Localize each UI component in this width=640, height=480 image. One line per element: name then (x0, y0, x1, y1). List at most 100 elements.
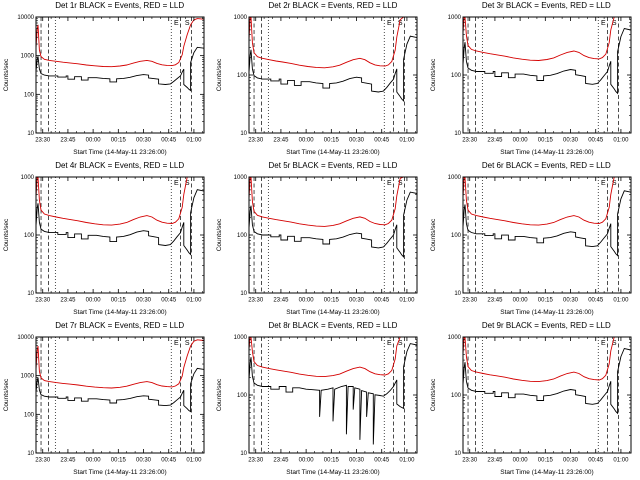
chart-panel: Det 7r BLACK = Events, RED = LLD E S 23:30… (0, 320, 213, 480)
panel-title: Det 7r BLACK = Events, RED = LLD (55, 321, 185, 330)
svg-text:23:45: 23:45 (487, 138, 503, 144)
svg-text:Counts/sec: Counts/sec (3, 378, 10, 411)
plot-det-4r: E S 23:30 23:45 00:00 00:15 00:30 00:45 01:00 10 1… (3, 175, 205, 316)
svg-text:1000: 1000 (447, 175, 461, 181)
plot-det-7r: E S 23:30 23:45 00:00 00:15 00:30 00:45 01:00 10 1… (3, 335, 205, 476)
svg-text:100: 100 (24, 92, 35, 98)
svg-text:00:15: 00:15 (324, 298, 340, 304)
svg-text:Start Time (14-May-11 23:26:00: Start Time (14-May-11 23:26:00) (73, 309, 166, 316)
svg-text:E: E (387, 20, 392, 27)
svg-text:S: S (185, 180, 190, 187)
panel-title: Det 9r BLACK = Events, RED = LLD (481, 321, 611, 330)
svg-text:100: 100 (24, 233, 35, 239)
svg-text:S: S (612, 180, 617, 187)
svg-text:23:30: 23:30 (35, 458, 51, 464)
svg-text:23:30: 23:30 (249, 138, 265, 144)
svg-text:S: S (612, 20, 617, 27)
plot-det-9r: E S 23:30 23:45 00:00 00:15 00:30 00:45 01:00 10 1… (430, 335, 632, 476)
svg-text:00:45: 00:45 (588, 298, 604, 304)
svg-text:00:15: 00:15 (111, 138, 127, 144)
svg-text:01:00: 01:00 (613, 138, 629, 144)
svg-text:S: S (185, 20, 190, 27)
svg-text:E: E (387, 340, 392, 347)
svg-text:23:45: 23:45 (274, 458, 290, 464)
svg-text:00:30: 00:30 (563, 298, 579, 304)
svg-text:01:00: 01:00 (613, 458, 629, 464)
svg-text:1000: 1000 (21, 374, 35, 380)
svg-text:10000: 10000 (17, 15, 34, 21)
chart-panel: Det 4r BLACK = Events, RED = LLD E S 23:30… (0, 160, 213, 320)
svg-text:1000: 1000 (21, 54, 35, 60)
svg-text:00:15: 00:15 (537, 138, 553, 144)
svg-text:100: 100 (237, 393, 248, 399)
svg-text:23:45: 23:45 (60, 298, 76, 304)
svg-text:1000: 1000 (447, 15, 461, 21)
svg-text:00:15: 00:15 (324, 138, 340, 144)
svg-text:1000: 1000 (234, 175, 248, 181)
svg-text:00:30: 00:30 (563, 138, 579, 144)
svg-text:10: 10 (27, 131, 34, 137)
svg-text:S: S (398, 340, 403, 347)
svg-text:01:00: 01:00 (400, 458, 416, 464)
svg-text:23:30: 23:30 (462, 138, 478, 144)
svg-text:1000: 1000 (234, 15, 248, 21)
svg-text:00:45: 00:45 (161, 458, 177, 464)
svg-text:00:45: 00:45 (375, 458, 391, 464)
svg-text:E: E (174, 340, 179, 347)
svg-text:23:45: 23:45 (274, 298, 290, 304)
svg-text:Start Time (14-May-11 23:26:00: Start Time (14-May-11 23:26:00) (500, 149, 593, 156)
svg-text:00:45: 00:45 (588, 138, 604, 144)
svg-text:00:45: 00:45 (375, 138, 391, 144)
svg-text:00:15: 00:15 (324, 458, 340, 464)
svg-text:Counts/sec: Counts/sec (3, 218, 10, 251)
svg-text:10: 10 (241, 131, 248, 137)
chart-panel: Det 8r BLACK = Events, RED = LLD E S 23:30… (213, 320, 426, 480)
panel-title: Det 8r BLACK = Events, RED = LLD (268, 321, 398, 330)
svg-text:00:30: 00:30 (349, 138, 365, 144)
svg-text:E: E (174, 180, 179, 187)
svg-text:00:00: 00:00 (86, 458, 102, 464)
svg-text:100: 100 (451, 73, 462, 79)
panel-title: Det 1r BLACK = Events, RED = LLD (55, 1, 185, 10)
svg-text:01:00: 01:00 (186, 298, 202, 304)
svg-text:23:30: 23:30 (35, 298, 51, 304)
svg-text:10000: 10000 (17, 335, 34, 341)
svg-text:00:30: 00:30 (136, 298, 152, 304)
svg-text:E: E (174, 20, 179, 27)
svg-text:23:30: 23:30 (249, 298, 265, 304)
svg-text:23:30: 23:30 (35, 138, 51, 144)
svg-text:1000: 1000 (21, 175, 35, 181)
panel-title: Det 4r BLACK = Events, RED = LLD (55, 161, 185, 170)
svg-text:Counts/sec: Counts/sec (430, 378, 437, 411)
svg-text:1000: 1000 (447, 335, 461, 341)
svg-text:E: E (601, 340, 606, 347)
svg-text:01:00: 01:00 (400, 138, 416, 144)
chart-panel: Det 5r BLACK = Events, RED = LLD E S 23:30… (213, 160, 426, 320)
svg-text:E: E (387, 180, 392, 187)
svg-text:00:45: 00:45 (161, 298, 177, 304)
svg-text:100: 100 (237, 73, 248, 79)
svg-text:10: 10 (454, 451, 461, 457)
svg-text:00:00: 00:00 (86, 138, 102, 144)
svg-text:23:45: 23:45 (487, 458, 503, 464)
svg-text:23:30: 23:30 (462, 458, 478, 464)
svg-text:23:45: 23:45 (487, 298, 503, 304)
svg-text:10: 10 (241, 291, 248, 297)
svg-text:E: E (601, 20, 606, 27)
svg-text:1000: 1000 (234, 335, 248, 341)
svg-text:Counts/sec: Counts/sec (3, 58, 10, 91)
svg-text:100: 100 (451, 233, 462, 239)
svg-text:Counts/sec: Counts/sec (216, 218, 223, 251)
svg-text:00:30: 00:30 (563, 458, 579, 464)
svg-text:00:00: 00:00 (512, 138, 528, 144)
svg-text:10: 10 (241, 451, 248, 457)
svg-text:Start Time (14-May-11 23:26:00: Start Time (14-May-11 23:26:00) (73, 149, 166, 156)
panel-title: Det 2r BLACK = Events, RED = LLD (268, 1, 398, 10)
svg-text:01:00: 01:00 (400, 298, 416, 304)
svg-text:00:00: 00:00 (86, 298, 102, 304)
svg-text:00:15: 00:15 (537, 298, 553, 304)
svg-text:100: 100 (451, 393, 462, 399)
svg-text:01:00: 01:00 (613, 298, 629, 304)
svg-text:00:30: 00:30 (349, 298, 365, 304)
svg-text:00:00: 00:00 (512, 298, 528, 304)
